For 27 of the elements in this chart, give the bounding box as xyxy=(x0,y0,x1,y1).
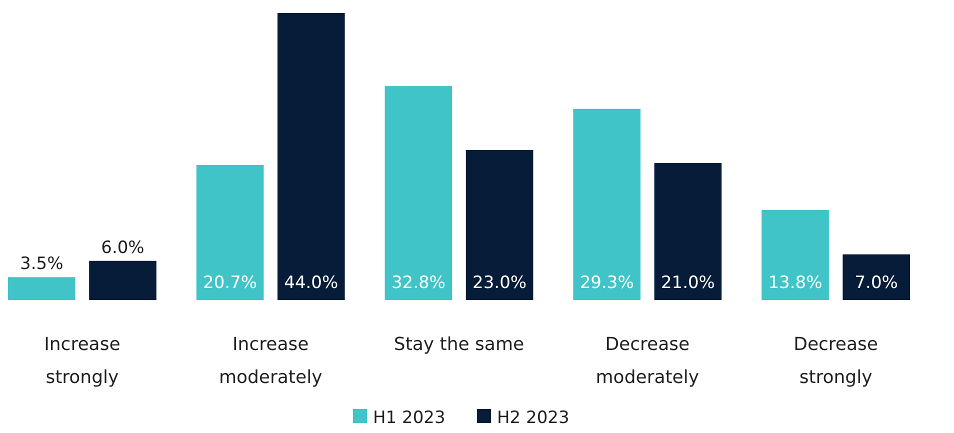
data-label: 29.3% xyxy=(580,273,634,293)
bar xyxy=(277,13,345,300)
data-label: 44.0% xyxy=(284,273,338,293)
data-label: 21.0% xyxy=(660,273,715,293)
x-tick-label: Decrease strongly xyxy=(794,334,878,388)
data-label: 32.8% xyxy=(391,273,446,293)
data-label: 13.8% xyxy=(768,273,822,293)
bar xyxy=(573,108,641,300)
bar xyxy=(762,210,829,300)
bar xyxy=(8,277,76,300)
data-label: 6.0% xyxy=(101,238,144,258)
x-tick-label: Stay the same xyxy=(394,334,524,355)
bar xyxy=(384,86,452,300)
bar xyxy=(654,163,722,300)
data-label: 23.0% xyxy=(472,273,527,293)
bar xyxy=(196,164,264,300)
data-label: 3.5% xyxy=(20,254,64,274)
legend-label: H2 2023 xyxy=(497,408,570,428)
bar xyxy=(842,254,910,300)
data-label: 20.7% xyxy=(203,273,258,293)
data-label: 7.0% xyxy=(854,273,898,293)
bar xyxy=(89,260,156,300)
x-tick-label: Decrease moderately xyxy=(596,334,700,388)
x-tick-label: Increase moderately xyxy=(218,334,323,388)
bar xyxy=(466,150,534,300)
x-tick-label: Increase strongly xyxy=(44,334,120,388)
legend-label: H1 2023 xyxy=(373,408,446,428)
